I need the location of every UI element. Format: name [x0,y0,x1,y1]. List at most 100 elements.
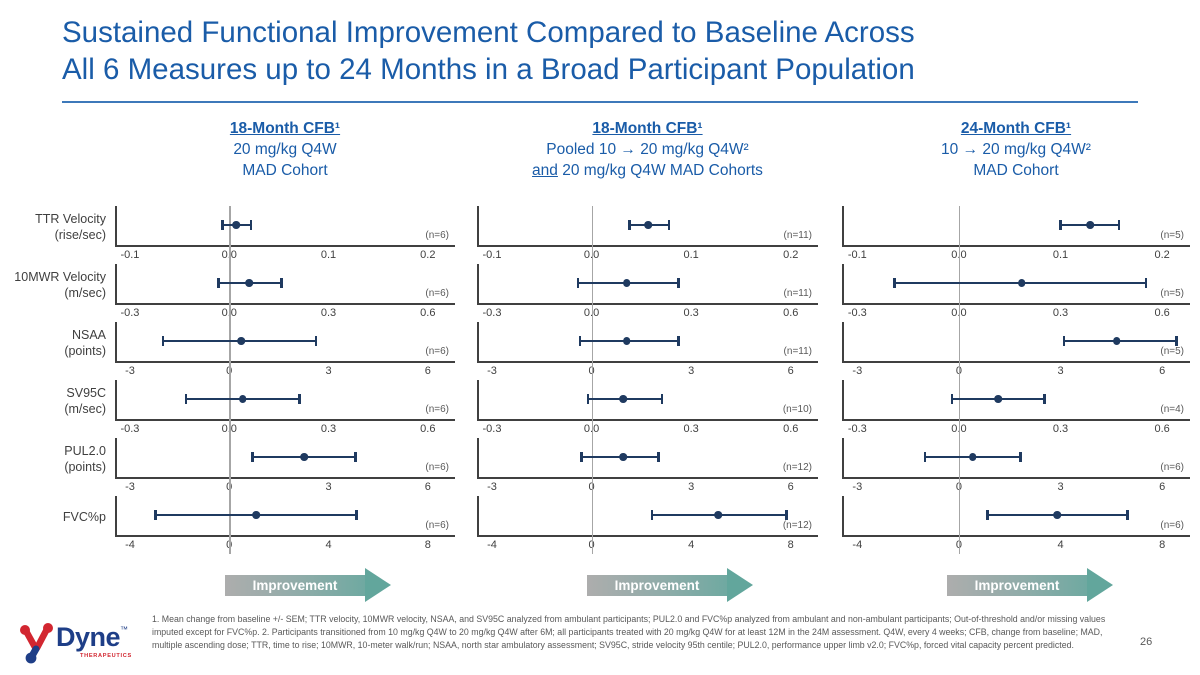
row-label-line2: (m/sec) [64,401,106,416]
error-bar-cap-high [677,278,680,288]
row-label: FVC%p [0,496,106,537]
forest-panel: (n=6) [115,380,455,421]
forest-panel: (n=4) [842,380,1190,421]
row-label: 10MWR Velocity (m/sec) [0,264,106,305]
error-bar-cap-low [650,510,654,520]
title-line-1: Sustained Functional Improvement Compare… [62,16,915,49]
error-bar-cap-low [217,278,220,288]
row-label-line2: (rise/sec) [54,227,106,242]
error-bar-cap-high [249,220,253,230]
axis-tick-label: -3 [125,365,135,377]
axis-tick-label: 4 [688,539,695,551]
error-bar [576,278,680,288]
row-label-line2: (points) [64,459,106,474]
column-3-dose: 10 → 20 mg/kg Q4W² [941,141,1091,158]
sample-size-label: (n=12) [782,520,812,531]
axis-tick-label: -3 [125,481,135,493]
error-bar-cap-low [578,336,582,346]
error-bar-cap-high [314,336,318,346]
axis-tick-label: -0.3 [120,423,140,435]
axis-tick-label: 0.1 [683,249,699,261]
axis-tick-label: 0.6 [783,423,799,435]
mean-point [1086,220,1094,229]
sample-size-label: (n=5) [1160,288,1184,299]
axis-tick-label: -3 [852,365,863,377]
error-bar [251,452,357,462]
error-bar-cap-low [986,510,989,520]
axis-tick-label: -0.1 [847,249,867,261]
improvement-arrow-2: Improvement [587,568,753,602]
column-1-cohort: MAD Cohort [242,162,328,179]
row-label-line2: (points) [64,343,106,358]
sample-size-label: (n=6) [425,462,449,473]
axis-tick-label: 0.2 [783,249,799,261]
forest-panel: (n=5) [842,264,1190,305]
sample-size-label: (n=11) [783,230,812,241]
column-2-title: 18-Month CFB¹ [592,120,703,137]
sample-size-label: (n=11) [783,288,812,299]
error-bar-cap-low [1059,220,1062,230]
zero-reference-line [229,496,231,554]
forest-panel: (n=5) [842,206,1190,247]
row-label-line1: NSAA [71,327,106,342]
axis-tick-label: 6 [424,481,431,493]
error-bar-cap-low [580,452,583,462]
mean-point [1018,278,1026,287]
sample-size-label: (n=6) [425,346,449,357]
forest-panel: (n=6) [842,496,1190,537]
row-label-line1: 10MWR Velocity [14,269,106,284]
sample-size-label: (n=6) [425,404,449,415]
axis-tick-label: 0.6 [1154,423,1170,435]
zero-reference-line [229,264,231,322]
mean-point [300,452,308,461]
axis-tick-label: -0.3 [482,307,502,319]
axis-tick-label: -4 [125,539,135,551]
error-bar-cap-high [667,220,671,230]
sample-size-label: (n=6) [425,520,449,531]
axis-tick-label: -4 [487,539,497,551]
error-bar [923,452,1022,462]
forest-panel: (n=6) [842,438,1190,479]
axis-tick-label: 0.3 [320,307,337,319]
error-bar [580,452,660,462]
row-label-line1: FVC%p [62,509,106,524]
chart-row: NSAA(points)-3036(n=6)-3036(n=11)-3036(n… [0,322,1200,380]
axis-tick-label: 3 [1057,365,1064,377]
zero-reference-line [591,322,594,380]
axis-tick-label: -0.1 [482,249,502,261]
axis-tick-label: 0.6 [420,423,436,435]
forest-panel: (n=11) [477,206,818,247]
column-header-1: 18-Month CFB¹ 20 mg/kg Q4W MAD Cohort [115,118,455,181]
error-bar-cap-low [586,394,590,404]
error-bar-cap-high [1117,220,1121,230]
row-label: SV95C (m/sec) [0,380,106,421]
sample-size-label: (n=6) [425,288,449,299]
axis-tick-label: -0.3 [847,423,867,435]
error-bar-cap-high [1144,278,1148,288]
axis-tick-label: -3 [487,365,497,377]
arrow-head-icon [727,568,753,602]
mean-point [619,394,628,403]
mean-point [644,220,653,229]
title-line-2: All 6 Measures up to 24 Months in a Broa… [62,53,915,86]
error-bar-cap-high [355,510,358,520]
sample-size-label: (n=6) [425,230,449,241]
column-3-cohort: MAD Cohort [973,162,1059,179]
improvement-arrow-label: Improvement [225,574,365,596]
improvement-arrow-3: Improvement [947,568,1113,602]
sample-size-label: (n=4) [1160,404,1184,415]
zero-reference-line [229,438,231,496]
axis-tick-label: 8 [787,539,794,551]
chart-row: SV95C(m/sec)-0.30.00.30.6(n=6)-0.30.00.3… [0,380,1200,438]
zero-reference-line [591,438,594,496]
axis-tick-label: 6 [424,365,431,377]
row-label-line1: SV95C [66,385,106,400]
chart-row: FVC%p-4048(n=6)-4048(n=12)-4048(n=6) [0,496,1200,554]
mean-point [252,510,260,519]
zero-reference-line [958,438,961,496]
zero-reference-line [591,206,594,264]
row-label-line2: (m/sec) [64,285,106,300]
error-bar [986,510,1129,520]
error-bar-cap-low [576,278,580,288]
improvement-arrow-1: Improvement [225,568,391,602]
